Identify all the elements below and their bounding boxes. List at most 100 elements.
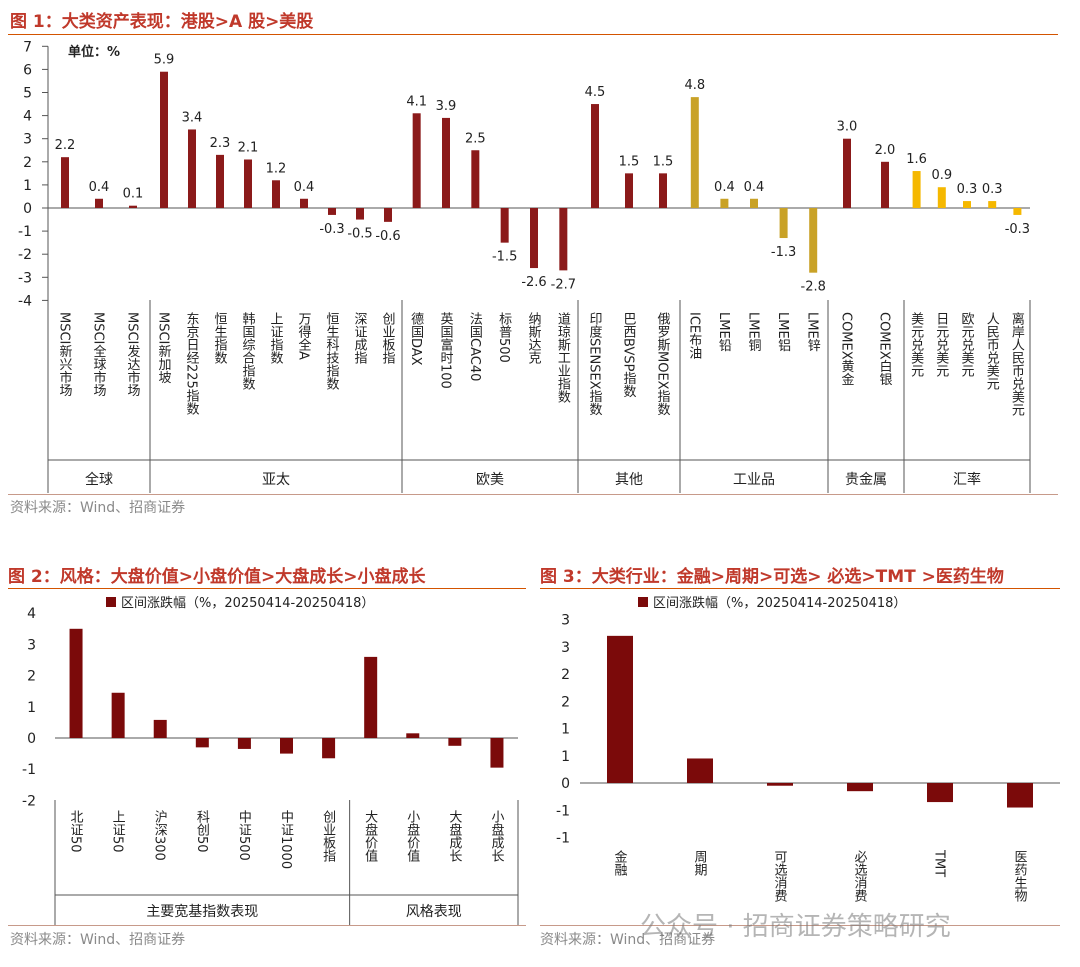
- figure-2-source: 资料来源：Wind、招商证券: [10, 932, 186, 948]
- bar: [328, 208, 336, 215]
- data-label: 3.9: [436, 99, 457, 114]
- category-label: 印度SENSEX指数: [587, 312, 603, 416]
- data-label: -0.3: [319, 222, 344, 237]
- bar: [963, 201, 971, 208]
- category-label: 上证指数: [268, 312, 284, 364]
- bar: [490, 738, 504, 768]
- bar: [356, 208, 364, 220]
- bar: [625, 173, 633, 208]
- figure-1-source: 资料来源：Wind、招商证券: [10, 500, 186, 516]
- group-label: 欧美: [476, 472, 504, 488]
- bar: [384, 208, 392, 222]
- category-label: 科创50: [194, 810, 210, 853]
- y-tick-label: 1: [561, 722, 570, 738]
- y-tick-label: 7: [23, 39, 32, 55]
- bar: [272, 180, 280, 208]
- bar: [912, 171, 921, 208]
- category-label: TMT: [932, 849, 947, 877]
- y-tick-label: -2: [18, 247, 32, 263]
- category-label: 万得全A: [296, 312, 312, 360]
- bar: [300, 198, 308, 208]
- bar: [809, 208, 818, 273]
- category-label: 沪深300: [152, 809, 168, 860]
- legend-swatch: [106, 597, 116, 607]
- bar: [690, 97, 699, 208]
- category-label: 俄罗斯MOEX指数: [655, 312, 671, 416]
- bar: [720, 198, 729, 208]
- category-label: 标普500: [496, 312, 512, 363]
- y-tick-label: 2: [561, 667, 570, 683]
- unit-label: 单位：%: [68, 44, 120, 60]
- bar: [129, 205, 137, 208]
- y-tick-label: -3: [18, 270, 32, 286]
- data-label: -0.5: [347, 227, 372, 242]
- category-label: LME铅: [716, 312, 732, 352]
- bar: [500, 208, 509, 243]
- category-label: 欧元兑美元: [959, 312, 975, 378]
- data-label: 0.9: [931, 168, 952, 183]
- data-label: 0.4: [294, 180, 315, 195]
- bar: [767, 783, 793, 786]
- category-label: LME铝: [775, 312, 791, 352]
- y-tick-label: -1: [556, 831, 570, 847]
- category-label: 创业板指: [380, 312, 396, 364]
- watermark: 公众号 · 招商证券策略研究: [640, 912, 951, 942]
- data-label: -1.3: [771, 245, 796, 260]
- y-tick-label: 3: [27, 637, 36, 653]
- bar: [847, 783, 873, 792]
- bar: [607, 635, 633, 783]
- data-label: -0.6: [375, 229, 400, 244]
- data-label: 1.5: [619, 154, 640, 169]
- group-label: 主要宽基指数表现: [146, 903, 258, 920]
- figure-1-source-rule: [8, 494, 1058, 495]
- bar: [406, 733, 420, 738]
- figure-1-chart: -4 -3 -2 -1 0 1 2 3 4 5 6 7 单位：% 全球 2.2 MSCI新兴市场 0.4 MSCI…: [18, 39, 1031, 493]
- bar: [448, 738, 462, 746]
- y-tick-label: 5: [23, 86, 32, 102]
- bar: [937, 187, 946, 208]
- y-tick-label: 1: [23, 178, 32, 194]
- data-label: 2.2: [55, 138, 76, 153]
- data-label: 2.0: [875, 143, 896, 158]
- y-tick-label: 2: [23, 155, 32, 171]
- data-label: 4.1: [406, 94, 427, 109]
- figure-1-title-rule: [8, 34, 1058, 35]
- category-label: 小盘价值: [404, 810, 420, 863]
- category-label: 恒生指数: [212, 312, 228, 364]
- figure-2-chart: 区间涨跌幅（%，20250414-20250418） -2 -1 0 1 2 3 4 北证50 上…: [22, 595, 519, 925]
- bar: [160, 71, 168, 209]
- y-tick-label: 3: [561, 613, 570, 629]
- category-label: 恒生科技指数: [324, 312, 340, 390]
- bar: [442, 117, 450, 208]
- figure-3-title: 图 3：大类行业：金融>周期>可选> 必选>TMT >医药生物: [540, 567, 1004, 587]
- y-tick-label: 0: [561, 776, 570, 792]
- data-label: 0.3: [982, 182, 1003, 197]
- data-label: 0.3: [957, 182, 978, 197]
- group-label: 汇率: [953, 471, 981, 488]
- category-label: 道琼斯工业指数: [555, 312, 571, 403]
- bar: [471, 150, 480, 208]
- y-tick-label: 0: [27, 731, 36, 747]
- bar: [659, 173, 667, 208]
- category-label: 德国DAX: [408, 312, 424, 366]
- category-label: 上证50: [110, 810, 126, 853]
- y-tick-label: -2: [22, 793, 36, 809]
- y-tick-label: -1: [22, 762, 36, 778]
- data-label: -2.7: [551, 277, 576, 292]
- figure-2-title-rule: [8, 588, 526, 589]
- y-tick-label: 2: [27, 669, 36, 685]
- data-label: 2.1: [238, 140, 259, 155]
- category-label: LME铜: [746, 312, 762, 352]
- bar: [237, 738, 251, 749]
- y-tick-label: -4: [18, 293, 32, 309]
- bar: [61, 157, 69, 208]
- category-label: COMEX黄金: [839, 312, 855, 386]
- bar: [1007, 783, 1033, 808]
- data-label: 1.6: [906, 152, 927, 167]
- y-tick-label: 1: [561, 749, 570, 765]
- y-tick-label: 3: [23, 132, 32, 148]
- category-label: 中证500: [236, 810, 252, 861]
- y-tick-label: 0: [23, 201, 32, 217]
- y-tick-label: 1: [27, 700, 36, 716]
- data-label: 4.5: [585, 85, 606, 100]
